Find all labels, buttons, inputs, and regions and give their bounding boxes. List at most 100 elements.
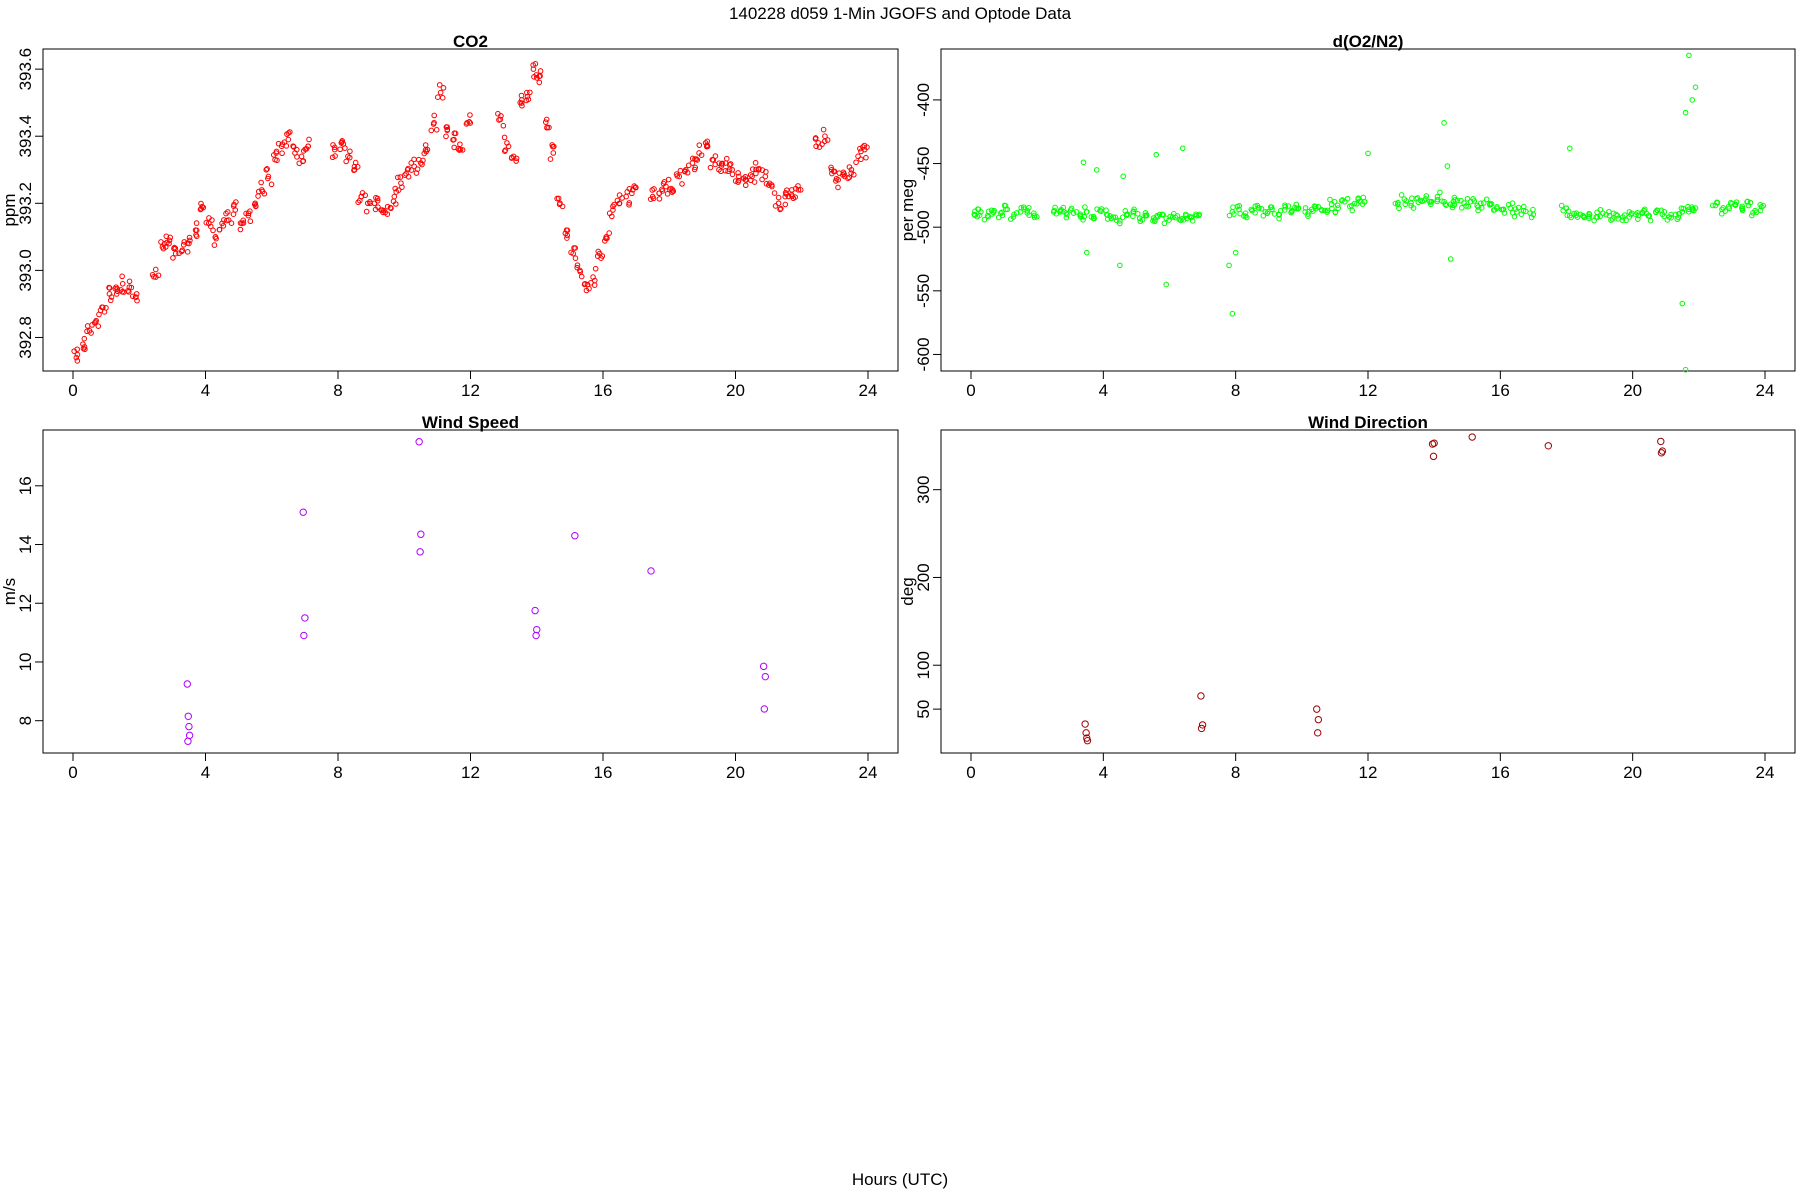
- data-point: [1608, 217, 1614, 224]
- panel-title: CO2: [453, 32, 488, 51]
- data-point: [821, 138, 828, 145]
- data-point: [1635, 212, 1642, 219]
- data-point: [186, 234, 193, 241]
- data-point: [1530, 206, 1536, 213]
- data-point: [1067, 207, 1074, 213]
- data-point: [107, 297, 114, 304]
- data-point: [1430, 439, 1438, 447]
- data-point: [1465, 203, 1472, 210]
- data-point: [1726, 205, 1733, 212]
- data-point: [761, 672, 770, 681]
- data-point: [423, 148, 429, 155]
- data-point: [1628, 211, 1634, 218]
- plot-frame: [42, 429, 899, 754]
- data-point: [1511, 213, 1518, 220]
- data-point: [1258, 205, 1265, 212]
- data-point: [1104, 212, 1111, 218]
- data-point: [1324, 209, 1330, 215]
- data-point: [224, 217, 230, 224]
- data-point: [703, 143, 710, 150]
- data-point: [434, 94, 441, 101]
- data-point: [999, 209, 1005, 216]
- y-tick-label: 200: [914, 563, 933, 591]
- data-point: [1475, 204, 1481, 210]
- x-tick-label: 16: [594, 763, 613, 782]
- y-axis-label: deg: [898, 577, 917, 605]
- data-point: [92, 319, 99, 325]
- data-point: [285, 130, 292, 136]
- data-point: [1276, 215, 1282, 222]
- data-point: [749, 166, 756, 172]
- x-axis-label: Hours (UTC): [851, 1170, 949, 1189]
- data-point: [1314, 729, 1322, 737]
- data-point: [1033, 213, 1040, 220]
- data-point: [531, 606, 539, 615]
- data-point: [149, 271, 156, 278]
- data-point: [1229, 310, 1236, 317]
- data-point: [300, 158, 307, 164]
- data-point: [258, 179, 264, 186]
- data-point: [183, 680, 191, 688]
- data-point: [533, 72, 540, 78]
- data-point: [283, 143, 290, 149]
- data-point: [81, 335, 88, 342]
- data-point: [91, 320, 98, 326]
- data-point: [247, 208, 253, 215]
- data-point: [128, 284, 135, 291]
- x-tick-label: 24: [859, 763, 878, 782]
- data-point: [1750, 210, 1756, 216]
- data-point: [1747, 199, 1754, 206]
- data-point: [1135, 210, 1141, 217]
- data-point: [74, 358, 81, 364]
- data-point: [1437, 189, 1443, 196]
- y-tick-label: -500: [914, 210, 933, 244]
- x-tick-label: 12: [1359, 381, 1378, 400]
- data-point: [1314, 715, 1323, 724]
- data-point: [1567, 145, 1573, 152]
- data-point: [813, 143, 819, 150]
- data-point: [1197, 724, 1206, 733]
- data-point: [119, 280, 126, 287]
- data-point: [524, 93, 531, 100]
- data-point: [1241, 213, 1247, 219]
- data-point: [1452, 197, 1458, 203]
- data-point: [405, 165, 411, 172]
- data-point: [1614, 212, 1621, 219]
- data-point: [828, 164, 834, 171]
- data-point: [598, 255, 604, 261]
- data-point: [285, 136, 292, 143]
- y-tick-label: 12: [16, 594, 35, 613]
- data-point: [1163, 281, 1169, 288]
- data-point: [133, 291, 140, 297]
- data-point: [80, 345, 87, 352]
- data-point: [1619, 217, 1626, 223]
- data-point: [571, 532, 579, 540]
- data-point: [387, 204, 394, 211]
- data-point: [656, 190, 662, 197]
- data-point: [1052, 204, 1058, 211]
- data-point: [495, 110, 501, 117]
- data-point: [252, 203, 259, 210]
- data-point: [431, 112, 438, 119]
- data-point: [564, 235, 570, 241]
- data-point: [198, 200, 204, 207]
- data-point: [1458, 205, 1465, 211]
- data-point: [1288, 208, 1295, 215]
- data-point: [1177, 217, 1184, 224]
- data-point: [84, 323, 91, 329]
- data-point: [1594, 214, 1601, 220]
- data-point: [158, 239, 164, 245]
- data-point: [181, 239, 188, 245]
- data-point: [1757, 202, 1764, 208]
- data-point: [501, 148, 508, 154]
- data-point: [592, 265, 599, 272]
- data-point: [1609, 216, 1616, 222]
- data-point: [606, 210, 613, 217]
- data-point: [726, 166, 733, 173]
- data-point: [649, 187, 656, 193]
- data-point: [1198, 721, 1207, 729]
- data-point: [1442, 201, 1449, 208]
- data-point: [555, 195, 562, 202]
- data-point: [1477, 200, 1484, 207]
